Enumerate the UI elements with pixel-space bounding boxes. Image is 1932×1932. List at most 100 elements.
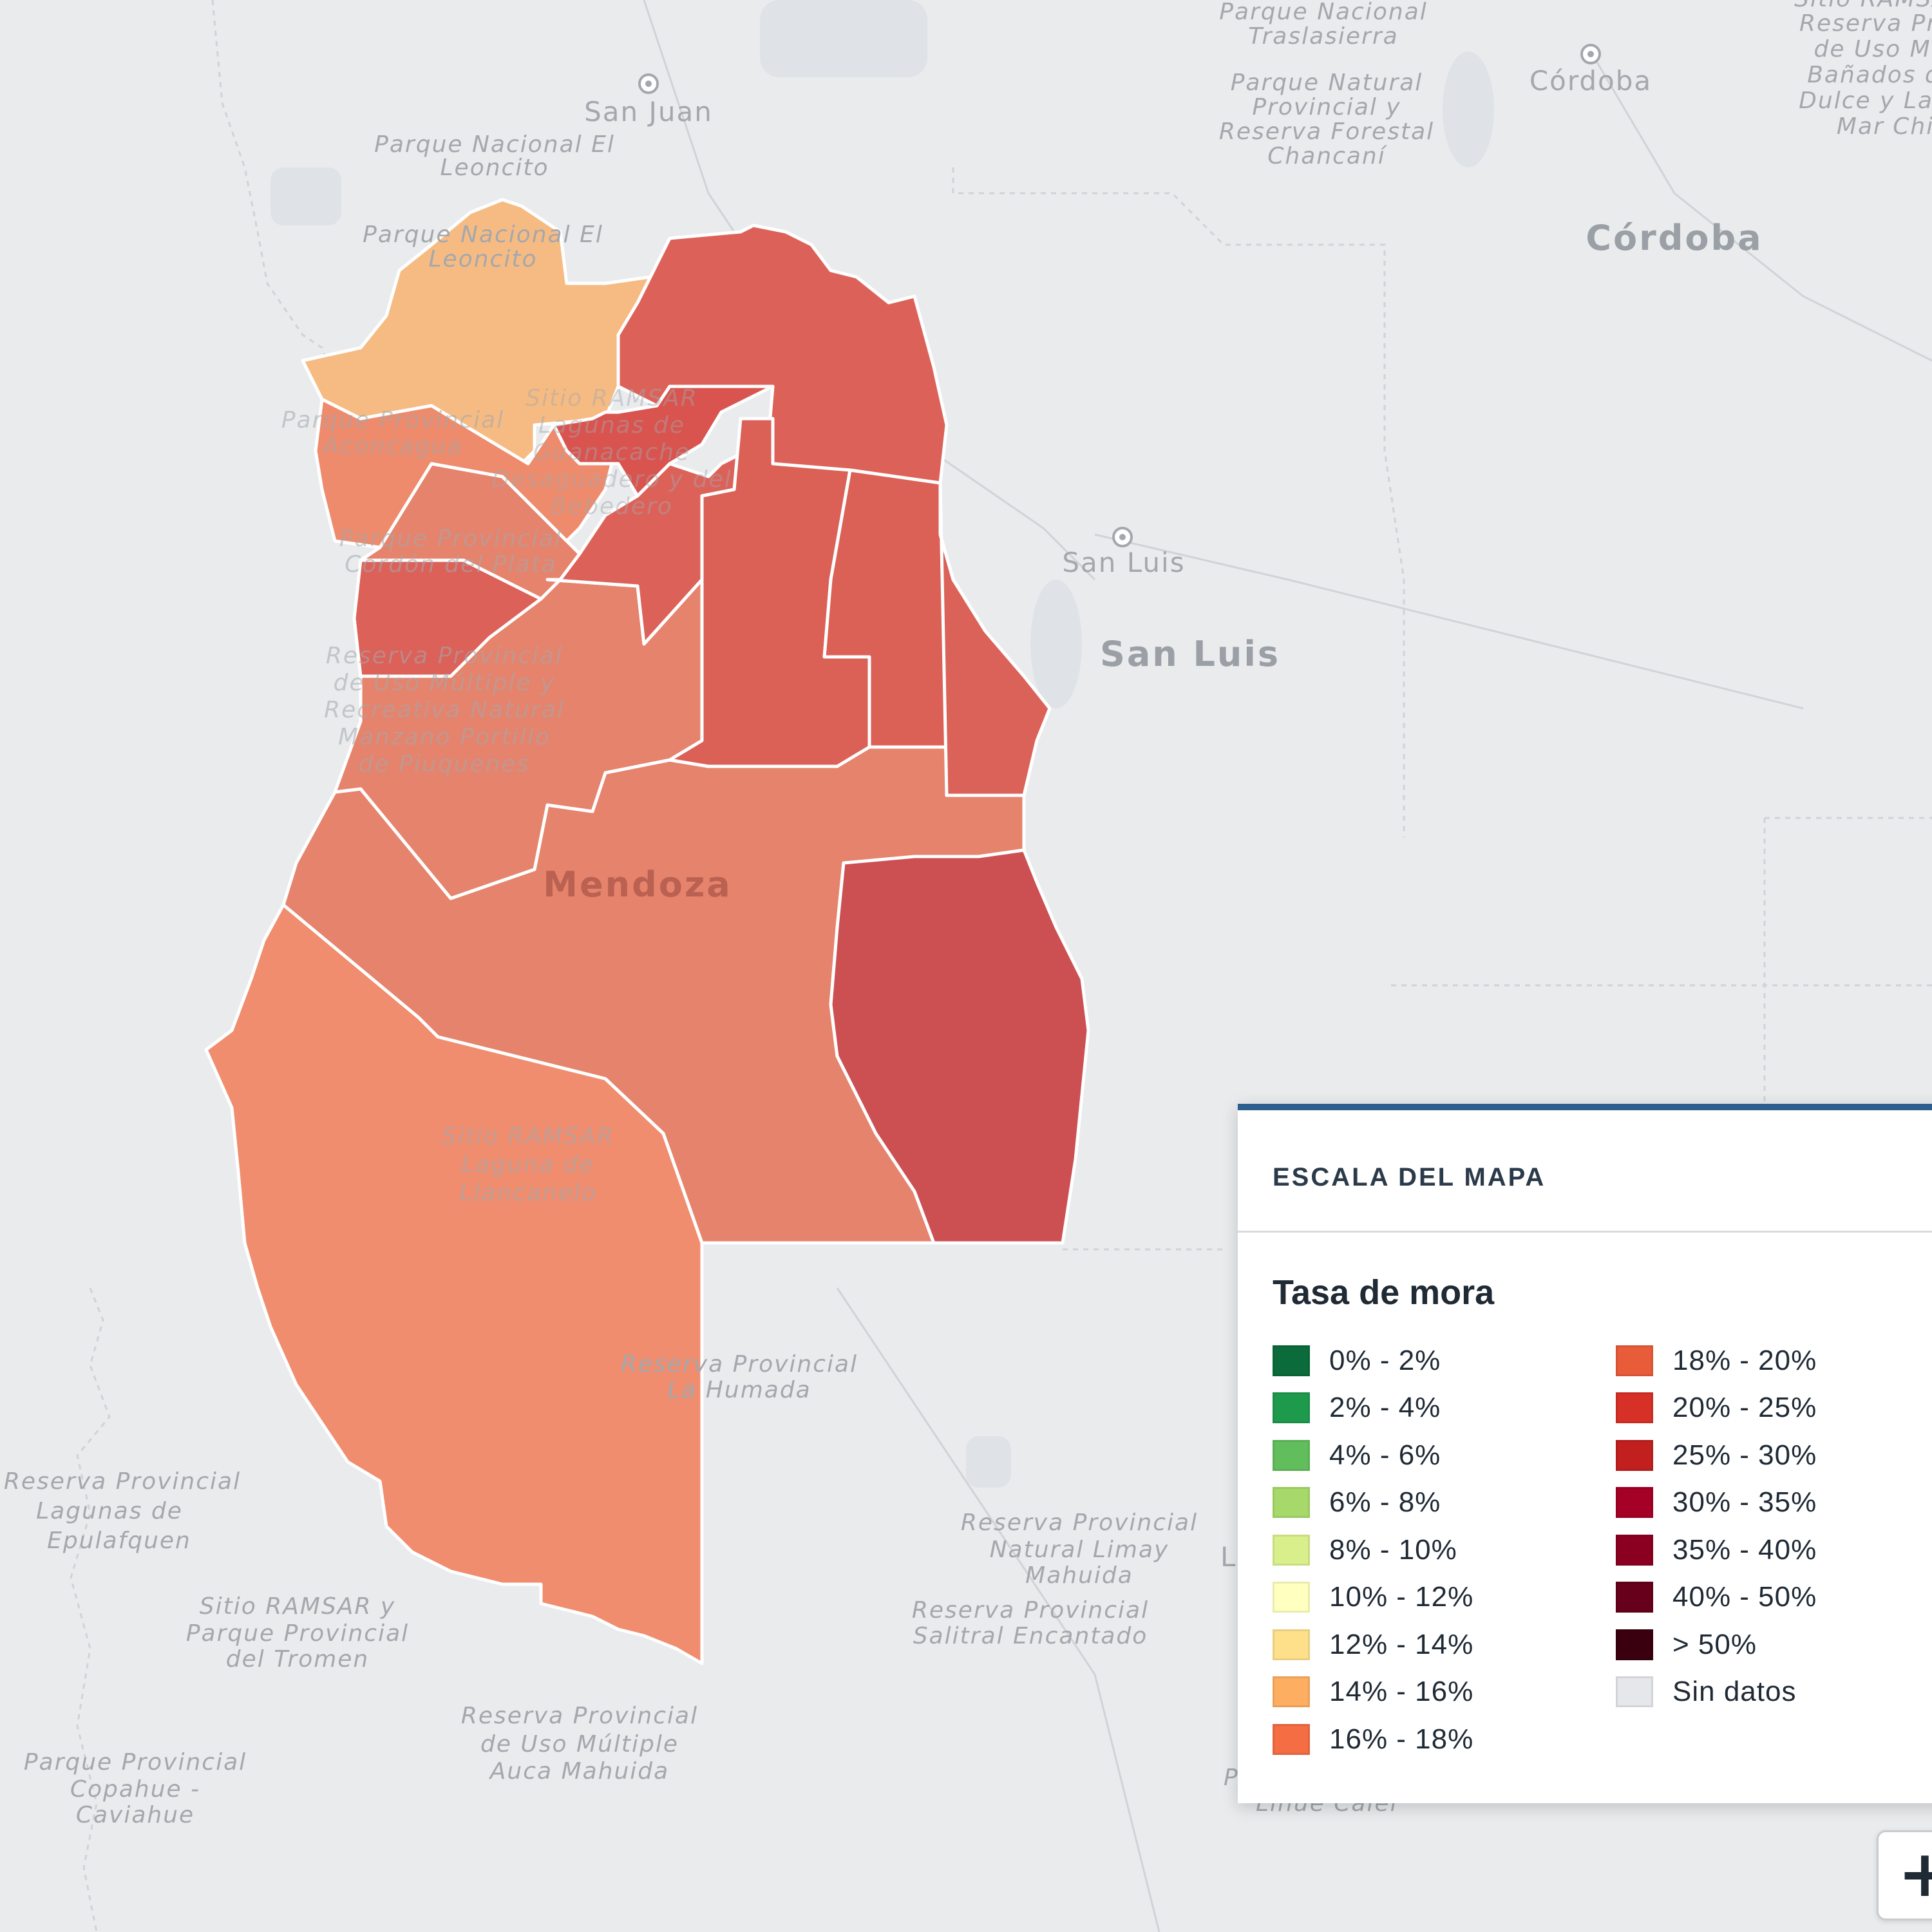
- map-label: Bañados d: [1807, 62, 1932, 88]
- map-label: Auca Mahuida: [489, 1758, 669, 1785]
- department-north-west[interactable]: [314, 397, 620, 549]
- map-label: Sitio RAMSAR y: [200, 1593, 395, 1620]
- map-label: Aconcagua: [322, 433, 463, 459]
- legend-swatch: [1616, 1629, 1653, 1660]
- legend-swatch: [1273, 1582, 1310, 1613]
- legend-swatch: [1616, 1392, 1653, 1424]
- legend-label: 12% - 14%: [1329, 1628, 1474, 1660]
- map-label: Copahue -: [70, 1776, 200, 1803]
- map-label: Reserva Provincial: [621, 1351, 858, 1378]
- map-label: Provincial y: [1252, 94, 1401, 120]
- city-marker: [1587, 51, 1594, 57]
- map-label: Parque Provincial: [186, 1620, 409, 1647]
- department-general-alvear[interactable]: [829, 848, 1090, 1245]
- map-label: La Humada: [667, 1377, 811, 1403]
- city-marker: [645, 80, 652, 87]
- city-label-san-luis: San Luis: [1062, 547, 1185, 578]
- basemap-road: [1094, 533, 1804, 710]
- legend-item: 0% - 2%: [1273, 1337, 1616, 1385]
- legend-label: 40% - 50%: [1672, 1581, 1817, 1613]
- legend-swatch: [1616, 1345, 1653, 1376]
- legend-label: 2% - 4%: [1329, 1392, 1441, 1424]
- map-label: Reserva Provincial: [4, 1468, 241, 1495]
- legend-label: 18% - 20%: [1672, 1344, 1817, 1376]
- province-label-cordoba: Córdoba: [1586, 218, 1763, 258]
- map-label: de Uso Múltiple y: [334, 670, 556, 696]
- legend-swatch: [1273, 1487, 1310, 1519]
- city-marker: [1119, 534, 1126, 540]
- basemap-labels: Parque Nacional Traslasierra San Juan Có…: [4, 0, 1932, 1828]
- map-label: Manzano Portillo: [338, 724, 551, 750]
- map-label: Sitio RAMSAR: [442, 1123, 614, 1150]
- legend-label: 0% - 2%: [1329, 1344, 1441, 1376]
- basemap-road: [836, 1287, 1160, 1932]
- map-label: Reserva Provincial: [461, 1703, 698, 1729]
- map-label: de Uso Múltiple: [480, 1731, 679, 1757]
- legend-item: 4% - 6%: [1273, 1432, 1616, 1479]
- legend-label: 10% - 12%: [1329, 1581, 1474, 1613]
- map-legend-panel: ESCALA DEL MAPA Tasa de mora 0% - 2% 2% -…: [1238, 1104, 1932, 1803]
- legend-swatch: [1273, 1392, 1310, 1424]
- map-label: Recreativa Natural: [324, 697, 565, 723]
- map-label: Traslasierra: [1248, 23, 1398, 50]
- map-label: Chancaní: [1267, 143, 1388, 169]
- legend-item: 12% - 14%: [1273, 1621, 1616, 1669]
- legend-item: 16% - 18%: [1273, 1716, 1616, 1763]
- map-label: Dulce y Lag: [1799, 88, 1932, 114]
- legend-subtitle: Tasa de mora: [1273, 1273, 1495, 1312]
- map-label: Reserva Provincial: [912, 1597, 1149, 1624]
- legend-column-right: 18% - 20% 20% - 25% 25% - 30% 30% - 35% 35% …: [1616, 1337, 1932, 1763]
- map-label: Reserva Prov.: [1799, 10, 1932, 37]
- legend-item: 6% - 8%: [1273, 1479, 1616, 1527]
- map-label: Parque Natural: [1231, 70, 1423, 96]
- legend-item: 25% - 30%: [1616, 1432, 1932, 1479]
- legend-column-left: 0% - 2% 2% - 4% 4% - 6% 6% - 8% 8% - 10% 10% …: [1273, 1337, 1616, 1763]
- plus-icon: +: [1898, 1836, 1932, 1911]
- zoom-in-button[interactable]: +: [1877, 1830, 1932, 1920]
- legend-label: 16% - 18%: [1329, 1723, 1474, 1755]
- map-label: Caviahue: [76, 1802, 194, 1828]
- map-label: Epulafquen: [47, 1528, 191, 1554]
- map-label: Lagunas de: [538, 412, 685, 439]
- map-label: Cordón del Plata: [345, 551, 557, 578]
- legend-item: 20% - 25%: [1616, 1385, 1932, 1432]
- legend-columns: 0% - 2% 2% - 4% 4% - 6% 6% - 8% 8% - 10% 10% …: [1273, 1337, 1932, 1763]
- map-label: Llancanelo: [459, 1180, 597, 1206]
- legend-item: 40% - 50%: [1616, 1574, 1932, 1622]
- map-label: Leoncito: [429, 246, 538, 272]
- legend-label: 30% - 35%: [1672, 1486, 1817, 1519]
- legend-item: > 50%: [1616, 1621, 1932, 1669]
- legend-item: 35% - 40%: [1616, 1526, 1932, 1574]
- department-la-paz[interactable]: [938, 481, 1052, 797]
- legend-item: 10% - 12%: [1273, 1574, 1616, 1622]
- legend-label: 25% - 30%: [1672, 1439, 1817, 1471]
- department-gran-mendoza[interactable]: [552, 384, 775, 498]
- department-lavalle[interactable]: [616, 223, 949, 485]
- legend-label: 14% - 16%: [1329, 1676, 1474, 1708]
- legend-swatch: [1616, 1439, 1653, 1471]
- map-label: Parque Provincial: [24, 1749, 247, 1776]
- legend-header: ESCALA DEL MAPA: [1238, 1110, 1932, 1233]
- legend-body: Tasa de mora 0% - 2% 2% - 4% 4% - 6% 6% - 8…: [1238, 1273, 1932, 1763]
- legend-swatch: [1273, 1723, 1310, 1755]
- map-label: Leoncito: [440, 155, 549, 181]
- legend-swatch: [1273, 1676, 1310, 1708]
- legend-item: 8% - 10%: [1273, 1526, 1616, 1574]
- map-label: Parque Nacional El: [363, 222, 603, 248]
- department-malargue[interactable]: [204, 903, 704, 1665]
- city-label-cordoba: Córdoba: [1530, 65, 1652, 97]
- map-label: Parque Nacional El: [374, 131, 615, 158]
- map-label: Lagunas de: [36, 1498, 183, 1524]
- map-label: Parque Provincial: [281, 407, 504, 433]
- legend-label: > 50%: [1672, 1628, 1757, 1660]
- legend-swatch: [1616, 1534, 1653, 1566]
- legend-swatch: [1273, 1345, 1310, 1376]
- department-layer: [204, 198, 1090, 1665]
- legend-heading: ESCALA DEL MAPA: [1273, 1163, 1546, 1191]
- map-label: Reserva Forestal: [1219, 118, 1434, 145]
- legend-swatch: [1616, 1487, 1653, 1519]
- map-label: Mahuida: [1025, 1562, 1133, 1589]
- province-label-san-luis: San Luis: [1100, 634, 1280, 674]
- map-label: Guanacache: [533, 439, 690, 466]
